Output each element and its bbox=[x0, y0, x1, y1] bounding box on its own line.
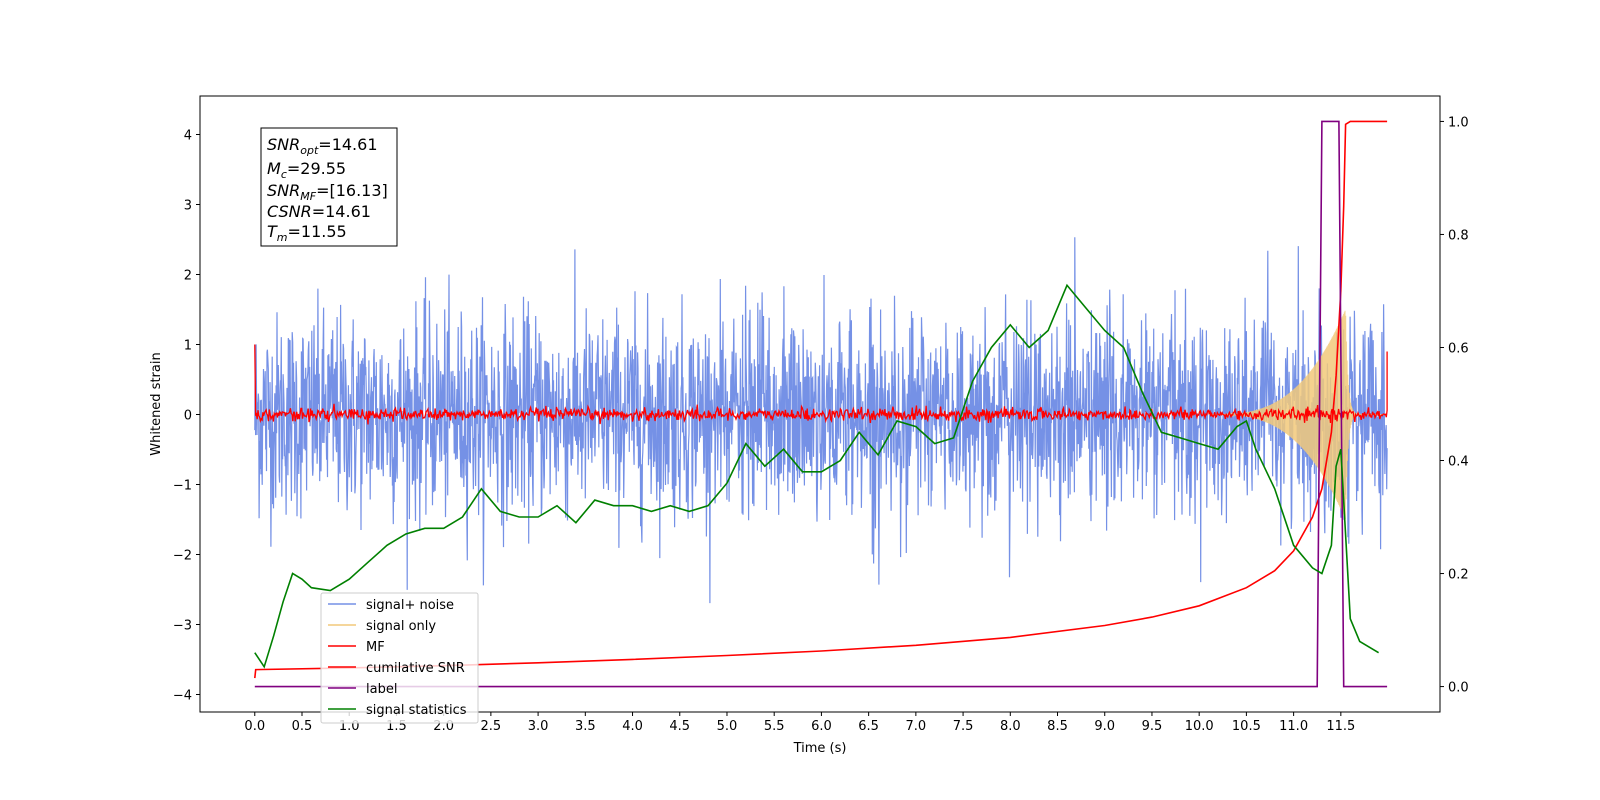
x-tick-label: 11.0 bbox=[1279, 719, 1308, 734]
annotation-symbol: SNR bbox=[267, 181, 300, 200]
y-tick-label: −3 bbox=[173, 619, 192, 634]
series-signal-plus-noise bbox=[254, 237, 1388, 604]
y-tick-label: 1 bbox=[184, 339, 192, 354]
x-tick-label: 6.0 bbox=[811, 719, 832, 734]
x-tick-label: 8.0 bbox=[1000, 719, 1021, 734]
y-tick-label: 3 bbox=[184, 199, 192, 214]
y-axis-right: 1.0 0.8 0.6 0.4 0.2 0.0 bbox=[1440, 115, 1469, 696]
x-tick-label: 7.5 bbox=[953, 719, 974, 734]
x-tick-label: 6.5 bbox=[858, 719, 879, 734]
x-tick-label: 3.5 bbox=[575, 719, 596, 734]
y2-tick-label: 0.8 bbox=[1448, 228, 1469, 243]
y2-tick-label: 0.6 bbox=[1448, 341, 1469, 356]
x-tick-label: 5.0 bbox=[717, 719, 738, 734]
y-tick-label: 2 bbox=[184, 269, 192, 284]
y2-tick-label: 0.2 bbox=[1448, 568, 1469, 583]
y-axis-label: Whitened strain bbox=[149, 352, 164, 455]
series-label bbox=[254, 120, 1388, 688]
x-tick-label: 10.5 bbox=[1232, 719, 1261, 734]
annotation-value: =29.55 bbox=[287, 159, 346, 178]
annotation-snr-opt: SNRopt=14.61 bbox=[267, 135, 378, 157]
annotation-mc: Mc=29.55 bbox=[267, 159, 346, 181]
annotation-value: =14.61 bbox=[312, 202, 371, 221]
annotation-frame bbox=[260, 127, 398, 247]
y-axis-left: 4 3 2 1 0 −1 −2 −3 −4 bbox=[173, 129, 200, 704]
y2-tick-label: 1.0 bbox=[1448, 115, 1469, 130]
x-tick-label: 8.5 bbox=[1047, 719, 1068, 734]
annotation-value: =11.55 bbox=[288, 222, 347, 241]
annotation-value: =14.61 bbox=[318, 135, 377, 154]
y2-tick-label: 0.0 bbox=[1448, 681, 1469, 696]
annotation-subscript: opt bbox=[300, 144, 319, 157]
legend-frame bbox=[320, 592, 479, 724]
series-signal-statistics bbox=[254, 283, 1380, 669]
series-mf bbox=[254, 344, 1388, 425]
annotation-subscript: c bbox=[281, 168, 287, 181]
y-tick-label: −1 bbox=[173, 479, 192, 494]
y-tick-label: −2 bbox=[173, 549, 192, 564]
annotation-tm: Tm=11.55 bbox=[267, 222, 347, 244]
legend-label: signal+ noise bbox=[366, 598, 454, 613]
legend: signal+ noise signal only MF cumilative SNR… bbox=[320, 592, 479, 724]
annotation-snr-mf: SNRMF=[16.13] bbox=[267, 181, 388, 203]
annotation-subscript: MF bbox=[300, 190, 316, 203]
y2-tick-label: 0.4 bbox=[1448, 455, 1469, 470]
x-axis-label: Time (s) bbox=[793, 741, 847, 756]
x-tick-label: 0.5 bbox=[292, 719, 313, 734]
axes-frame bbox=[199, 95, 1441, 713]
y-tick-label: 0 bbox=[184, 409, 192, 424]
legend-label: signal only bbox=[366, 619, 436, 634]
x-tick-label: 5.5 bbox=[764, 719, 785, 734]
x-tick-label: 11.5 bbox=[1326, 719, 1355, 734]
annotation-symbol: SNR bbox=[267, 135, 300, 154]
legend-label: signal statistics bbox=[366, 703, 467, 718]
x-tick-label: 2.5 bbox=[481, 719, 502, 734]
x-tick-label: 10.0 bbox=[1185, 719, 1214, 734]
annotation-symbol: CSNR bbox=[267, 202, 312, 221]
plot-area bbox=[254, 120, 1388, 688]
annotation-csnr: CSNR=14.61 bbox=[267, 202, 371, 221]
annotation-symbol: M bbox=[267, 159, 281, 178]
legend-label: cumilative SNR bbox=[366, 661, 465, 676]
x-tick-label: 7.0 bbox=[906, 719, 927, 734]
annotation-symbol: T bbox=[267, 222, 278, 241]
x-tick-label: 0.0 bbox=[244, 719, 265, 734]
annotation-value: =[16.13] bbox=[316, 181, 388, 200]
legend-label: label bbox=[366, 682, 397, 697]
x-tick-label: 9.5 bbox=[1142, 719, 1163, 734]
legend-label: MF bbox=[366, 640, 385, 655]
x-tick-label: 9.0 bbox=[1094, 719, 1115, 734]
y-tick-label: −4 bbox=[173, 689, 192, 704]
x-tick-label: 3.0 bbox=[528, 719, 549, 734]
annotation-box: SNRopt=14.61 Mc=29.55 SNRMF=[16.13] CSNR… bbox=[260, 127, 398, 247]
y-tick-label: 4 bbox=[184, 129, 192, 144]
x-tick-label: 4.5 bbox=[669, 719, 690, 734]
x-tick-label: 4.0 bbox=[622, 719, 643, 734]
annotation-subscript: m bbox=[277, 231, 288, 244]
